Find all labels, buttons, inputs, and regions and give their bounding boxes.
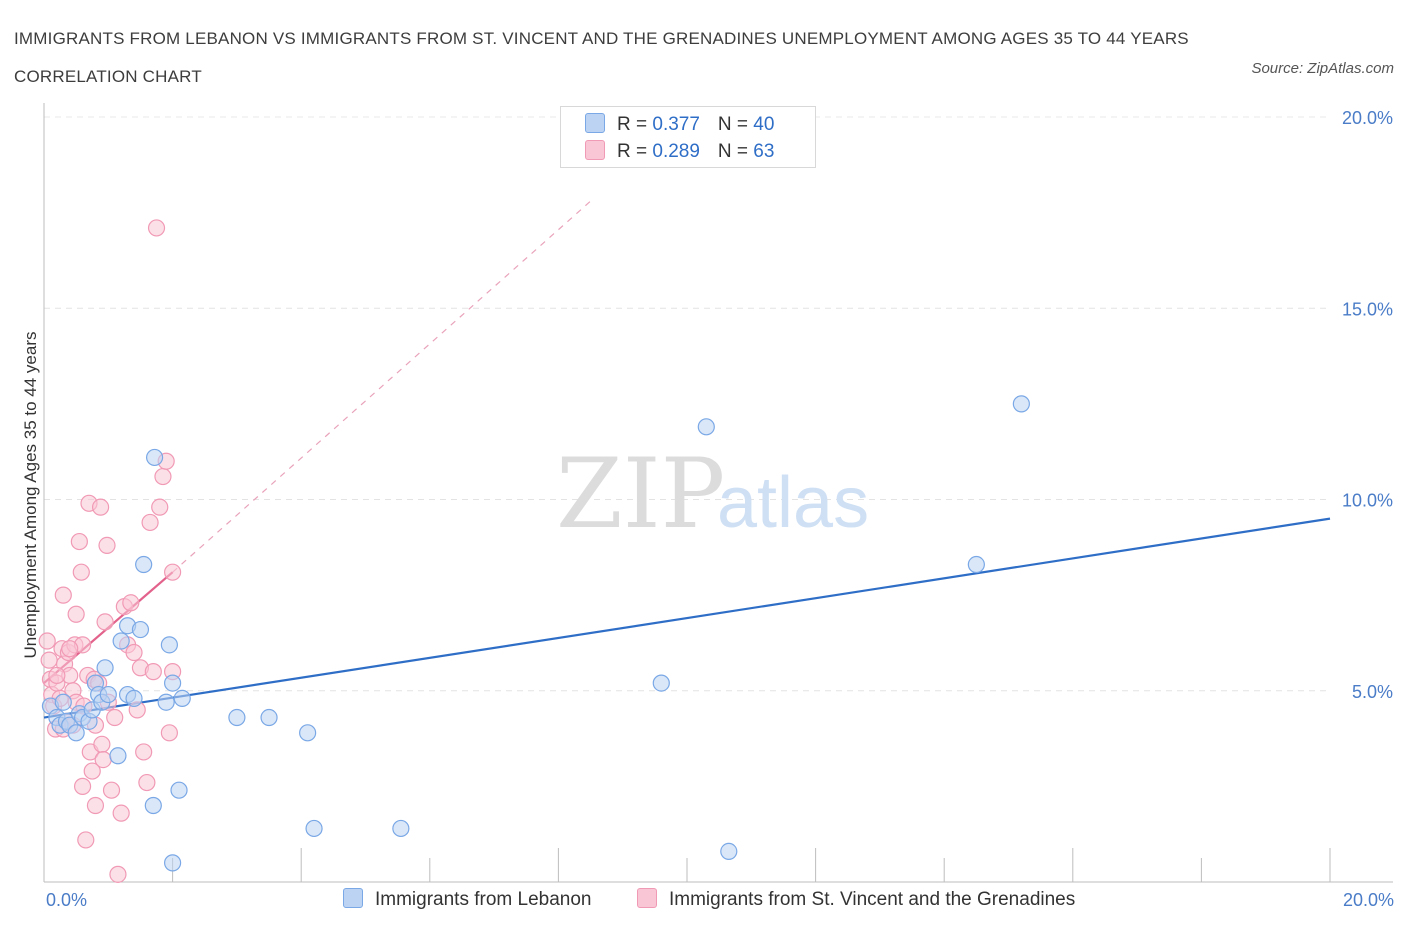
stvincent-point: [83, 762, 101, 780]
trend-line-stvincent-extended: [172, 200, 591, 573]
lebanon-point: [299, 724, 317, 742]
stvincent-point: [144, 663, 162, 681]
lebanon-point: [164, 674, 182, 692]
stvincent-point: [96, 613, 114, 631]
legend-label-stvincent: Immigrants from St. Vincent and the Gren…: [669, 889, 1076, 910]
axes: [43, 103, 1393, 883]
stvincent-point: [164, 563, 182, 581]
legend-row-lebanon: R = 0.377 N = 40: [585, 113, 774, 139]
legend-r-label: R =: [617, 114, 653, 135]
legend-n-label: N =: [717, 114, 754, 135]
stvincent-point: [102, 781, 121, 799]
stvincent-point: [40, 651, 58, 669]
lebanon-point: [145, 448, 164, 467]
legend-r-label: R =: [617, 141, 653, 162]
stvincent-point: [86, 796, 105, 815]
stvincent-point: [138, 773, 156, 792]
lebanon-point: [99, 685, 117, 704]
trend-line-lebanon: [43, 517, 1331, 719]
lebanon-point: [305, 819, 323, 838]
stvincent-point: [91, 498, 110, 516]
legend-n-value: 63: [753, 141, 775, 162]
legend-item-lebanon: Immigrants from Lebanon: [343, 888, 592, 911]
legend-n-label: N =: [717, 141, 754, 162]
stvincent-point: [109, 865, 127, 883]
chart-source: Source: ZipAtlas.com: [1251, 60, 1394, 77]
chart-title: IMMIGRANTS FROM LEBANON VS IMMIGRANTS FR…: [14, 29, 1189, 86]
lebanon-point: [96, 659, 114, 677]
lebanon-point: [697, 418, 715, 436]
legend-swatch-lebanon: [343, 888, 363, 908]
lebanon-point: [67, 724, 85, 742]
lebanon-point: [720, 842, 738, 861]
stvincent-point: [147, 219, 166, 237]
legend-label-lebanon: Immigrants from Lebanon: [375, 889, 592, 910]
stvincent-point: [77, 831, 95, 849]
lebanon-point: [967, 555, 985, 574]
legend-n-value: 40: [753, 114, 775, 135]
stvincent-point: [73, 777, 92, 795]
stvincent-point: [72, 563, 90, 581]
lebanon-point: [392, 819, 410, 838]
legend-swatch-stvincent: [637, 888, 657, 908]
watermark-atlas: atlas: [717, 463, 869, 543]
legend-row-stvincent: R = 0.289 N = 63: [585, 140, 774, 166]
stvincent-point: [98, 536, 116, 555]
grid-lines: [44, 116, 1330, 692]
stvincent-point: [67, 605, 85, 623]
lebanon-point: [164, 854, 182, 872]
lebanon-point: [652, 674, 670, 692]
lebanon-point: [109, 747, 127, 765]
lebanon-point: [160, 636, 178, 654]
lebanon-point: [157, 693, 175, 711]
stvincent-point: [106, 708, 124, 727]
lebanon-point: [54, 693, 72, 711]
lebanon-point: [135, 555, 153, 574]
lebanon-point: [228, 708, 246, 727]
lebanon-point: [125, 689, 143, 708]
y-tick-label: 15.0%: [1342, 299, 1393, 319]
stvincent-point: [151, 498, 169, 516]
lebanon-point: [1012, 395, 1030, 413]
y-tick-label: 10.0%: [1342, 491, 1393, 511]
stvincent-point: [38, 632, 56, 650]
legend-swatch-lebanon: [585, 113, 605, 133]
stats-legend: R = 0.377 N = 40 R = 0.289 N = 63: [560, 106, 816, 168]
stvincent-point: [160, 724, 178, 742]
legend-swatch-stvincent: [585, 140, 605, 160]
y-tick-label: 20.0%: [1342, 108, 1393, 128]
lebanon-point: [170, 781, 188, 799]
stvincent-point: [70, 532, 88, 551]
stvincent-point: [48, 666, 66, 685]
lebanon-point: [260, 708, 278, 727]
stvincent-point: [54, 586, 72, 604]
data-points: [38, 219, 1030, 883]
y-tick-label: 5.0%: [1352, 682, 1393, 702]
stvincent-point: [135, 743, 153, 761]
x-tick-label-right: 20.0%: [1342, 890, 1394, 910]
legend-r-value: 0.289: [652, 141, 700, 162]
stvincent-point: [94, 750, 112, 769]
stvincent-point: [122, 594, 140, 612]
lebanon-point: [112, 632, 130, 650]
legend-r-value: 0.377: [652, 114, 700, 135]
x-tick-label-left: 0.0%: [46, 890, 88, 910]
legend-item-stvincent: Immigrants from St. Vincent and the Gren…: [637, 888, 1075, 911]
watermark: ZIP atlas: [556, 438, 869, 550]
lebanon-point: [131, 620, 150, 639]
y-axis-label: Unemployment Among Ages 35 to 44 years: [21, 332, 40, 659]
stvincent-point: [93, 735, 111, 753]
y-tick-labels: 5.0% 10.0% 15.0% 20.0%: [1342, 108, 1393, 702]
lebanon-point: [144, 796, 162, 815]
stvincent-point: [61, 640, 79, 658]
stvincent-point: [112, 804, 130, 822]
watermark-zip: ZIP: [556, 438, 725, 550]
stvincent-point: [125, 643, 143, 662]
lebanon-point: [173, 689, 191, 708]
stvincent-point: [154, 467, 172, 486]
stvincent-point: [141, 513, 159, 532]
